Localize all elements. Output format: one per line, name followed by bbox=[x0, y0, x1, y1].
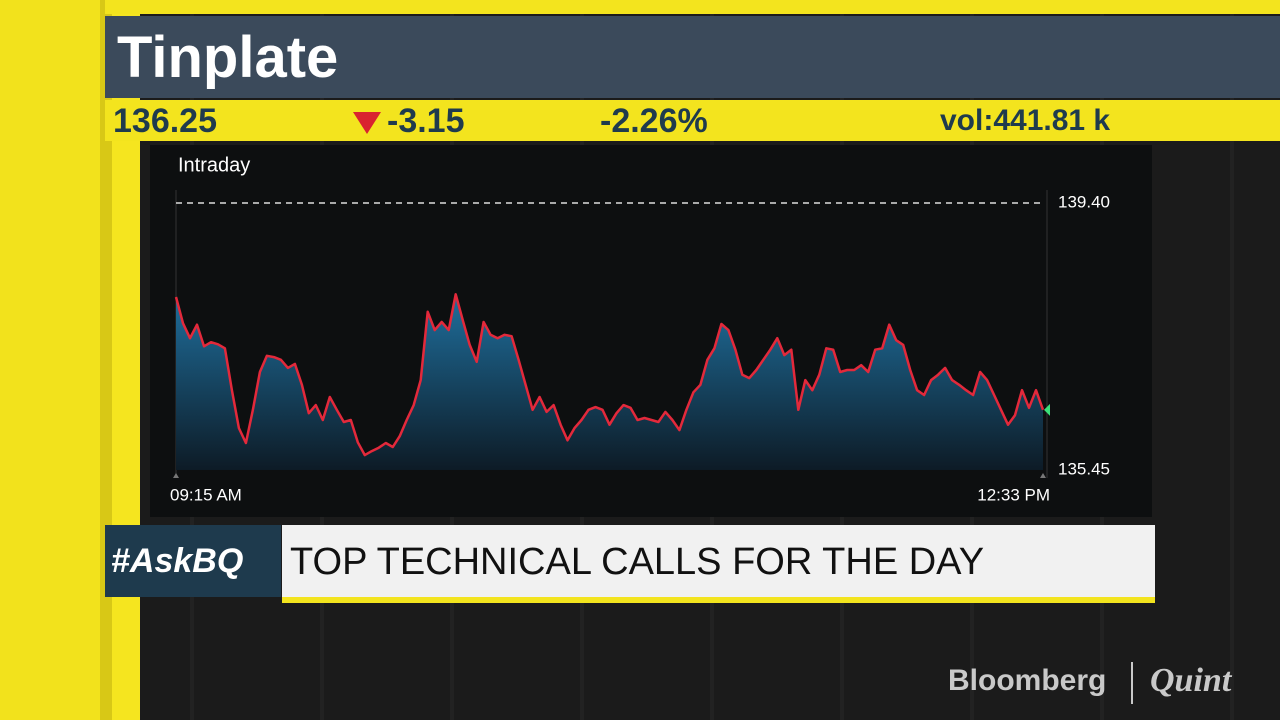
y-tick-label: 139.40 bbox=[1058, 192, 1110, 211]
tag-box: #AskBQ bbox=[105, 525, 281, 597]
top-strip bbox=[105, 0, 1280, 14]
x-tick-marker bbox=[173, 473, 179, 478]
x-tick-marker bbox=[1040, 473, 1046, 478]
line bbox=[174, 293, 1045, 457]
logo-left: Bloomberg bbox=[948, 664, 1107, 697]
change: -3.15 bbox=[387, 102, 465, 140]
chart-title: Intraday bbox=[178, 154, 250, 176]
price: 136.25 bbox=[113, 102, 217, 140]
logo-divider bbox=[1131, 662, 1133, 704]
x-tick-label: 12:33 PM bbox=[977, 485, 1050, 504]
stock-name: Tinplate bbox=[117, 25, 339, 90]
title-bar: Tinplate bbox=[105, 16, 1280, 98]
stats-bar: 136.25 -3.15 -2.26% vol:441.81 k bbox=[105, 100, 1280, 141]
down-arrow bbox=[353, 112, 381, 134]
change-percent: -2.26% bbox=[600, 102, 708, 140]
y-tick-label: 135.45 bbox=[1058, 459, 1110, 478]
area bbox=[176, 294, 1043, 470]
last-marker bbox=[1044, 403, 1050, 416]
logo-right: Quint bbox=[1150, 662, 1232, 699]
volume: vol:441.81 k bbox=[940, 104, 1111, 137]
headline: TOP TECHNICAL CALLS FOR THE DAY bbox=[282, 525, 1155, 603]
x-tick-label: 09:15 AM bbox=[170, 485, 242, 504]
